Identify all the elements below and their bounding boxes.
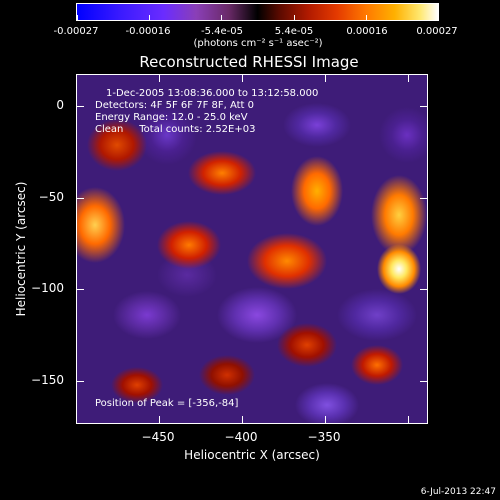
y-tick xyxy=(420,381,427,382)
colorbar-label: 0.00027 xyxy=(416,26,458,37)
colorbar-label: 0.00016 xyxy=(346,26,388,37)
x-tick xyxy=(325,75,326,82)
y-tick-label: −100 xyxy=(31,281,64,295)
y-tick xyxy=(420,289,427,290)
colorbar-tick xyxy=(294,15,295,20)
y-tick xyxy=(420,106,427,107)
colorbar-label: -0.00016 xyxy=(125,26,171,37)
x-tick-label: −450 xyxy=(141,430,175,444)
colorbar-tick xyxy=(149,15,150,20)
colorbar-label: -0.00027 xyxy=(53,26,99,37)
footer-date: 6-Jul-2013 22:47 xyxy=(420,487,496,497)
x-tick xyxy=(159,75,160,82)
x-tick xyxy=(242,75,243,82)
y-tick xyxy=(77,106,84,107)
time-range-text: 1-Dec-2005 13:08:36.000 to 13:12:58.000 xyxy=(106,88,319,99)
colorbar xyxy=(76,3,439,21)
x-tick xyxy=(159,416,160,423)
x-tick xyxy=(242,416,243,423)
colorbar-label: -5.4e-05 xyxy=(201,26,243,37)
x-tick xyxy=(408,75,409,82)
peak-position-text: Position of Peak = [-356,-84] xyxy=(95,398,239,409)
y-axis-title: Heliocentric Y (arcsec) xyxy=(14,181,28,317)
x-axis-title: Heliocentric X (arcsec) xyxy=(184,448,320,462)
y-tick xyxy=(420,198,427,199)
x-tick-label: −400 xyxy=(224,430,258,444)
energy-range-text: Energy Range: 12.0 - 25.0 keV xyxy=(95,112,248,123)
y-tick-label: −150 xyxy=(31,373,64,387)
colorbar-tick xyxy=(77,15,78,20)
colorbar-tick xyxy=(221,15,222,20)
y-tick-label: 0 xyxy=(56,98,64,112)
rhessi-image: 1-Dec-2005 13:08:36.000 to 13:12:58.000 … xyxy=(76,74,428,424)
x-tick xyxy=(325,416,326,423)
clean-counts-text: Clean Total counts: 2.52E+03 xyxy=(95,124,256,135)
x-tick xyxy=(408,416,409,423)
detectors-text: Detectors: 4F 5F 6F 7F 8F, Att 0 xyxy=(95,100,255,111)
colorbar-tick xyxy=(438,15,439,20)
x-tick-label: −350 xyxy=(307,430,341,444)
colorbar-label: 5.4e-05 xyxy=(274,26,314,37)
y-tick xyxy=(77,381,84,382)
plot-title: Reconstructed RHESSI Image xyxy=(139,53,359,71)
colorbar-units: (photons cm⁻² s⁻¹ asec⁻²) xyxy=(193,38,323,49)
y-tick-label: −50 xyxy=(38,190,64,204)
y-tick xyxy=(77,289,84,290)
colorbar-tick xyxy=(366,15,367,20)
y-tick xyxy=(77,198,84,199)
